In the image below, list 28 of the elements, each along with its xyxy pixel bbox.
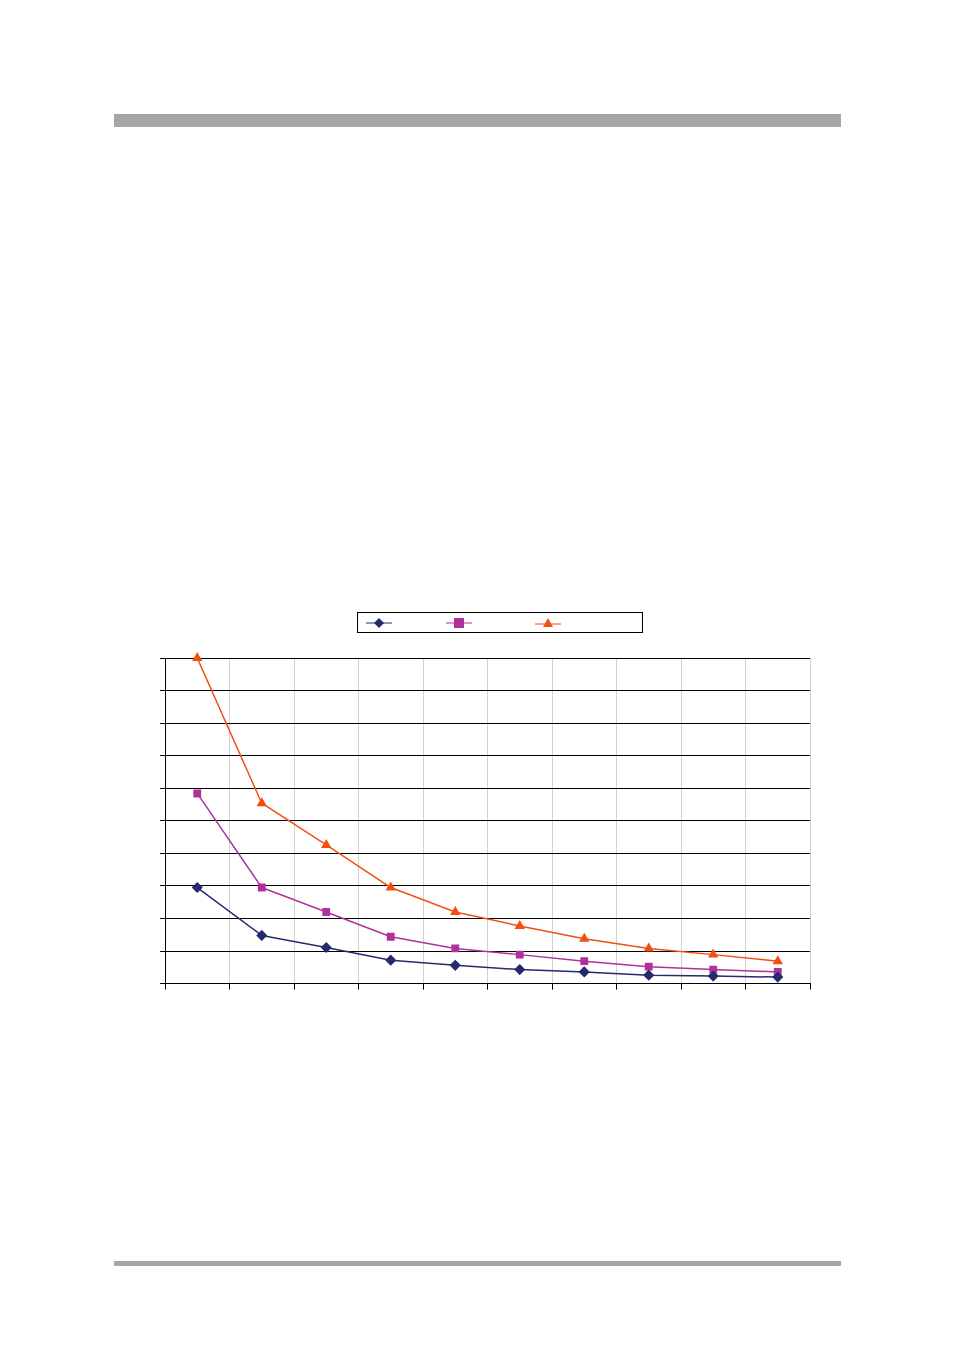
- point: [643, 969, 654, 981]
- point: [451, 944, 460, 953]
- point: [579, 933, 589, 942]
- point: [321, 839, 331, 848]
- point: [708, 970, 719, 982]
- point: [322, 908, 331, 916]
- point: [773, 955, 783, 965]
- point: [515, 950, 524, 959]
- point: [386, 882, 396, 891]
- point: [385, 954, 396, 966]
- point: [321, 942, 332, 953]
- point: [708, 949, 718, 958]
- point: [580, 957, 589, 966]
- point: [450, 960, 461, 971]
- point: [192, 652, 202, 661]
- point: [772, 971, 783, 983]
- point: [514, 964, 525, 975]
- point: [644, 962, 653, 971]
- point: [450, 906, 460, 915]
- point: [193, 789, 202, 798]
- point: [256, 930, 267, 941]
- point: [386, 932, 395, 941]
- point: [515, 920, 525, 929]
- point: [257, 883, 266, 892]
- point: [644, 943, 654, 952]
- point: [257, 797, 267, 807]
- point: [579, 966, 590, 978]
- point: [192, 882, 203, 893]
